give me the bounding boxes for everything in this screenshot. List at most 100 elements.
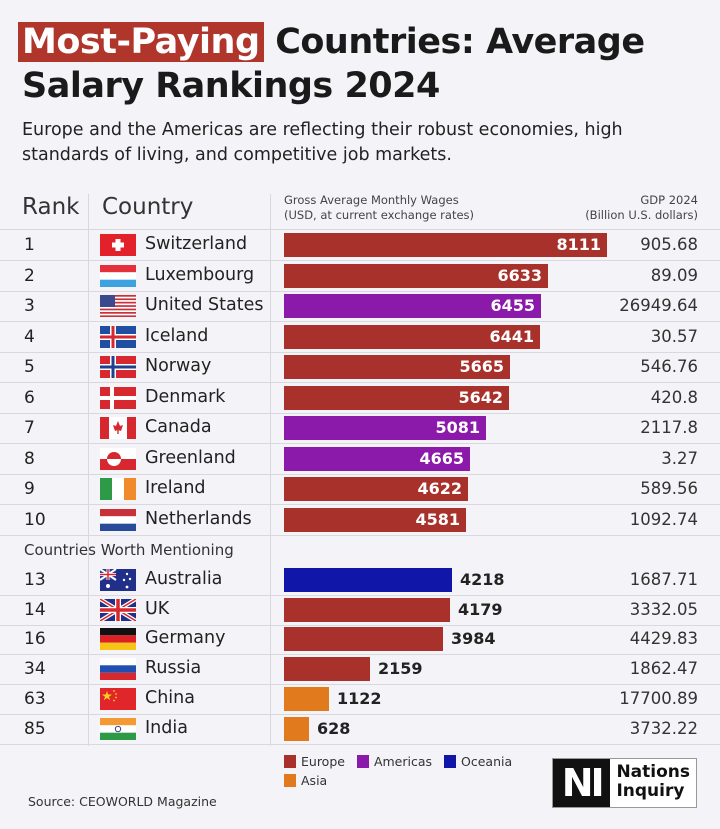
wage-value-label: 4581	[415, 509, 460, 529]
australia-flag-icon	[100, 569, 136, 591]
rank: 2	[24, 265, 35, 286]
rank: 10	[24, 509, 46, 530]
row-divider	[0, 351, 720, 353]
legend-asia: Asia	[284, 773, 327, 788]
country-name: Australia	[145, 569, 223, 589]
row-divider	[0, 473, 720, 475]
title-line-1: Most-Paying Countries: Average	[18, 20, 645, 64]
wage-bar	[284, 627, 443, 652]
gdp-value: 546.76	[640, 357, 698, 376]
wage-bar	[284, 416, 486, 440]
rank: 7	[24, 418, 35, 438]
legend: Europe Americas Oceania Asia	[284, 754, 544, 792]
wage-bar	[284, 597, 450, 622]
header-rank: Rank	[22, 194, 80, 220]
row-divider	[0, 504, 720, 505]
row-divider	[0, 743, 720, 745]
country-name: Germany	[145, 628, 226, 649]
china-flag-icon	[100, 687, 136, 710]
title-highlight: Most-Paying	[18, 22, 264, 62]
rank: 8	[24, 448, 35, 469]
row-divider	[0, 534, 720, 536]
denmark-flag-icon	[100, 386, 136, 409]
ireland-flag-icon	[100, 478, 136, 500]
rank: 4	[24, 326, 35, 347]
row-divider	[0, 654, 720, 656]
wage-bar	[284, 686, 329, 711]
row-divider	[0, 595, 720, 596]
wage-value-label: 6633	[497, 265, 542, 285]
row-divider	[0, 260, 720, 261]
wage-bar	[284, 477, 468, 501]
table-row: 9 Ireland 4622 589.56	[0, 474, 720, 504]
table-row: 1 Switzerland 8111 905.68	[0, 230, 720, 260]
wage-value-label: 8111	[556, 235, 601, 254]
source-note: Source: CEOWORLD Magazine	[28, 794, 217, 809]
table-row: 5 Norway 5665 546.76	[0, 352, 720, 382]
header-divider	[0, 229, 720, 230]
wage-bar	[284, 507, 466, 532]
table-row: 10 Netherlands 4581 1092.74	[0, 505, 720, 535]
country-name: UK	[145, 598, 170, 619]
mention-label: Countries Worth Mentioning	[24, 541, 234, 559]
country-name: Switzerland	[145, 234, 248, 254]
country-name: Iceland	[145, 325, 209, 346]
table-row: 85 India 628 3732.22	[0, 714, 720, 744]
wage-value-label: 4622	[417, 479, 462, 498]
wage-bar	[284, 446, 470, 471]
legend-swatch	[284, 755, 296, 768]
wage-bar	[284, 657, 370, 682]
wage-bar	[284, 233, 607, 257]
uk-flag-icon	[100, 598, 136, 621]
table-row: 63 China 1122 17700.89	[0, 684, 720, 714]
title-line-2: Salary Rankings 2024	[22, 66, 440, 106]
rank: 16	[24, 629, 46, 650]
wage-bar	[284, 568, 452, 592]
table-row: 2 Luxembourg 6633 89.09	[0, 261, 720, 291]
table-row: 4 Iceland 6441 30.57	[0, 322, 720, 352]
gdp-value: 1092.74	[629, 509, 698, 529]
row-divider	[0, 713, 720, 715]
country-name: India	[145, 717, 188, 738]
us-flag-icon	[100, 295, 136, 317]
country-name: China	[145, 687, 195, 708]
table-row: 13 Australia 4218 1687.71	[0, 565, 720, 595]
legend-oceania: Oceania	[444, 754, 512, 769]
gdp-value: 26949.64	[619, 296, 698, 315]
legend-europe: Europe	[284, 754, 345, 769]
country-name: Canada	[145, 417, 212, 437]
gdp-value: 420.8	[650, 387, 698, 407]
wage-value-label: 1122	[337, 688, 382, 708]
canada-flag-icon	[100, 417, 136, 439]
wage-value-label: 6455	[490, 296, 535, 315]
header-gdp-line1: GDP 2024	[640, 193, 698, 207]
gdp-value: 1862.47	[629, 659, 698, 679]
netherlands-flag-icon	[100, 508, 136, 531]
country-name: Ireland	[145, 478, 206, 498]
nations-inquiry-logo: NI Nations Inquiry	[552, 758, 697, 808]
wage-bar	[284, 716, 309, 741]
wage-value-label: 5665	[459, 357, 504, 376]
table-row: 8 Greenland 4665 3.27	[0, 444, 720, 474]
wage-value-label: 4179	[458, 599, 503, 619]
legend-swatch	[284, 774, 296, 787]
header-wages-line1: Gross Average Monthly Wages	[284, 193, 459, 207]
wage-value-label: 4218	[460, 570, 505, 589]
rank: 63	[24, 688, 46, 709]
table-row: 3 United States 6455 26949.64	[0, 291, 720, 321]
germany-flag-icon	[100, 628, 136, 651]
table-row: 7 Canada 5081 2117.8	[0, 413, 720, 443]
russia-flag-icon	[100, 658, 136, 681]
greenland-flag-icon	[100, 447, 136, 470]
switzerland-flag-icon	[100, 234, 136, 256]
gdp-value: 17700.89	[619, 688, 698, 708]
country-name: Russia	[145, 658, 202, 679]
gdp-value: 89.09	[650, 265, 698, 285]
country-name: United States	[145, 295, 264, 315]
logo-text: Nations Inquiry	[616, 762, 690, 801]
table-row: 16 Germany 3984 4429.83	[0, 624, 720, 654]
column-divider	[88, 194, 89, 746]
wage-value-label: 5642	[458, 387, 503, 407]
wage-value-label: 3984	[451, 629, 496, 649]
rank: 9	[24, 479, 35, 499]
